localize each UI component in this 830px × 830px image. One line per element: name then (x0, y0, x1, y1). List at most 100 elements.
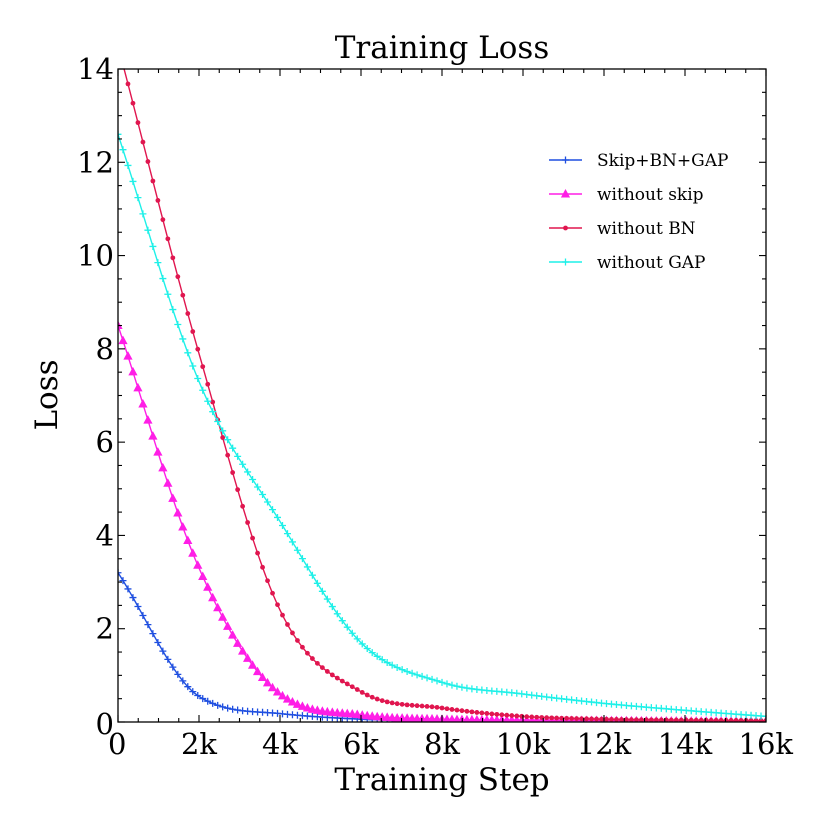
series-2-point (305, 650, 310, 656)
series-1-point (158, 462, 168, 472)
series-2-point (459, 708, 465, 714)
series-0-point (214, 701, 222, 709)
y-tick-label: 8 (96, 332, 114, 366)
series-3-point (423, 674, 431, 682)
series-0-point (209, 699, 217, 707)
series-3-point (149, 242, 157, 250)
series-3-point (403, 668, 411, 676)
series-1-point (163, 478, 173, 487)
series-2-point (484, 711, 490, 716)
series-3-point (313, 579, 321, 587)
series-2-point (175, 274, 181, 280)
series-2-point (688, 717, 694, 722)
series-1-point (503, 715, 511, 722)
series-1-point (243, 653, 253, 662)
series-3-point (358, 640, 366, 648)
legend-marker (562, 156, 569, 164)
series-1-point (483, 714, 491, 722)
series-3-point (154, 259, 162, 267)
series-2-point (290, 630, 295, 636)
series-3-point (244, 468, 252, 476)
series-3-point (348, 629, 356, 637)
series-3-point (169, 306, 177, 314)
series-2-point (753, 718, 759, 722)
series-2-point (434, 704, 440, 710)
series-2-point (549, 715, 555, 721)
series-2-point (638, 717, 644, 722)
series-2-point (195, 346, 201, 352)
series-2-point (339, 678, 345, 684)
series-3-point (318, 587, 326, 595)
series-1-point (267, 682, 278, 692)
series-2-point (389, 700, 395, 706)
series-2-point (180, 292, 186, 298)
series-3-point (134, 194, 142, 202)
series-0-point (144, 621, 152, 629)
series-1-point (297, 701, 308, 710)
series-1-point (128, 366, 138, 376)
series-3-point (209, 408, 217, 416)
series-2-point (653, 717, 659, 722)
series-2-point (499, 712, 505, 718)
series-2-point (285, 622, 290, 627)
series-3-point (164, 290, 172, 298)
series-2-point (444, 706, 450, 712)
series-2-point (429, 704, 435, 710)
series-2-point (643, 717, 649, 722)
series-2-point (190, 329, 196, 334)
series-3-point (278, 521, 286, 529)
x-tick-label: 12k (577, 727, 632, 761)
series-3-point (249, 476, 257, 484)
series-1-point (493, 714, 501, 722)
series-2-point (574, 716, 579, 722)
series-3-point (328, 603, 336, 611)
x-tick-label: 0 (108, 727, 126, 761)
series-2-point (334, 675, 340, 681)
series-3-point (129, 177, 137, 185)
series-2-point (509, 713, 515, 718)
y-tick-label: 6 (96, 425, 114, 459)
series-3-point (184, 349, 192, 357)
series-2-point (479, 710, 485, 716)
series-2-point (369, 694, 375, 700)
series-3-point (383, 659, 391, 667)
series-1-point (228, 630, 238, 639)
series-3-point (762, 712, 766, 720)
series-1-point (462, 714, 471, 722)
series-0-point (189, 688, 197, 696)
y-tick-label: 0 (96, 707, 114, 741)
series-3-point (264, 498, 272, 506)
series-0-point (204, 697, 212, 705)
series-2-point (738, 718, 744, 722)
series-2-point (474, 710, 480, 715)
series-3-point (293, 546, 301, 554)
series-1-point (257, 672, 268, 681)
series-2-point (554, 715, 560, 721)
series-2-point (310, 656, 315, 661)
series-2-point (235, 487, 241, 493)
series-2-point (245, 520, 251, 525)
series-1-point (272, 687, 283, 696)
legend-label: without skip (597, 185, 704, 205)
series-2-point (140, 139, 146, 145)
series-2-point (609, 716, 614, 722)
series-2-point (165, 236, 171, 242)
series-3-point (323, 595, 331, 603)
series-3-point (124, 161, 132, 169)
legend-item: without skip (549, 185, 704, 205)
series-3-point (388, 661, 396, 669)
series-2-point (349, 684, 355, 690)
series-2-point (419, 703, 425, 709)
series-2-point (240, 503, 246, 509)
series-3-point (229, 444, 237, 452)
series-1-point (118, 320, 123, 330)
series-3-point (443, 680, 451, 688)
series-3-point (373, 652, 381, 660)
series-3-point (353, 635, 361, 643)
series-0-point (224, 704, 232, 712)
series-2-point (529, 714, 535, 720)
series-2-point (439, 705, 445, 711)
chart-title: Training Loss (335, 30, 550, 66)
series-2-point (230, 470, 236, 475)
series-3-point (453, 682, 461, 690)
